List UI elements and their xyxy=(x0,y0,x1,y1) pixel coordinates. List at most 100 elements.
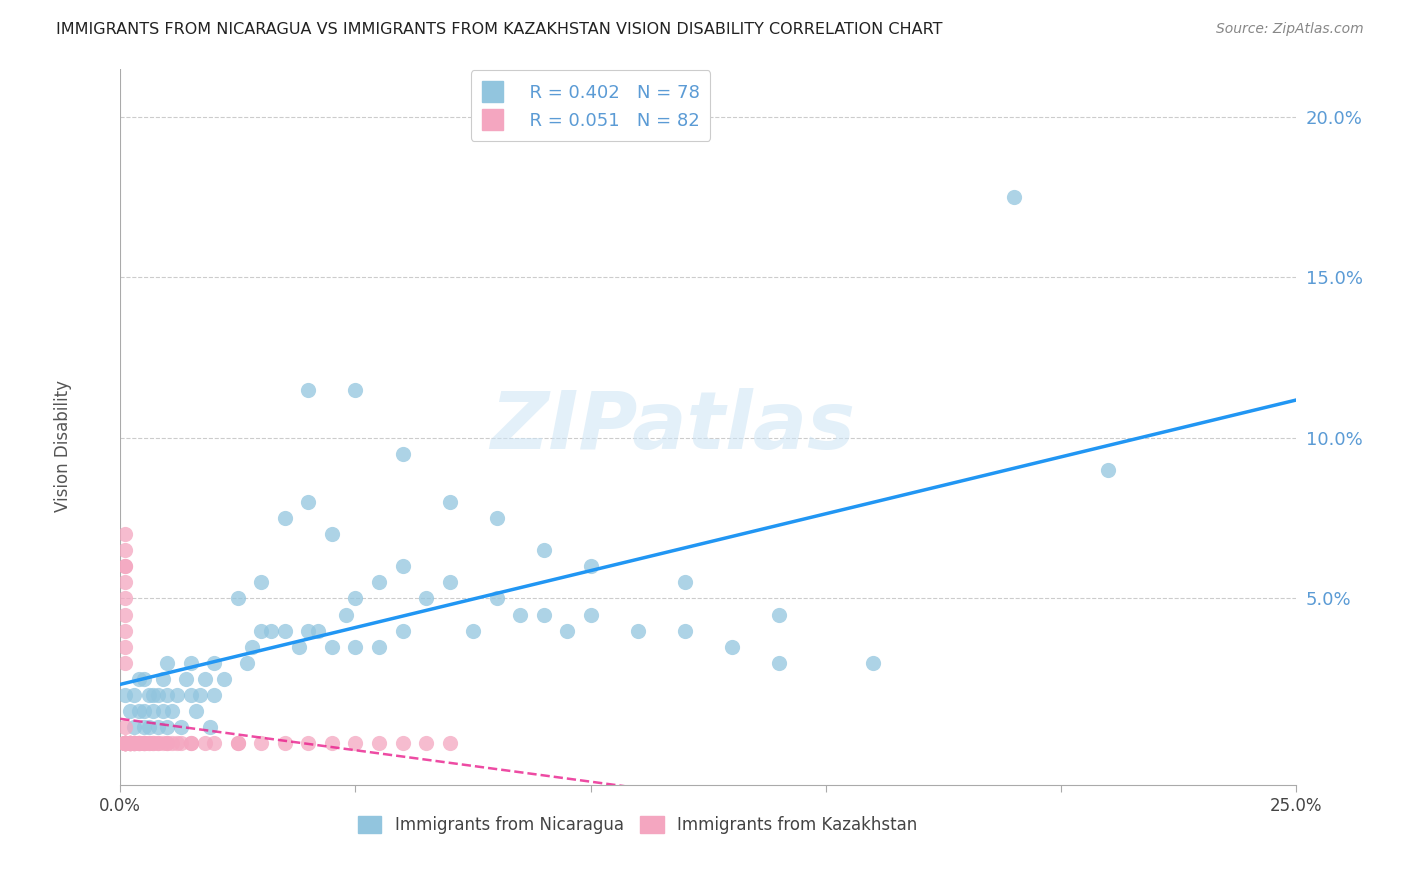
Point xyxy=(124,720,146,734)
Point xyxy=(152,672,174,686)
Point xyxy=(114,656,136,670)
Point xyxy=(415,736,437,750)
Point xyxy=(194,736,217,750)
Point xyxy=(194,672,217,686)
Point xyxy=(128,672,150,686)
Text: Vision Disability: Vision Disability xyxy=(55,380,72,512)
Point xyxy=(156,656,179,670)
Point xyxy=(297,383,319,397)
Point xyxy=(114,736,136,750)
Point xyxy=(485,591,508,606)
Point xyxy=(627,624,650,638)
Point xyxy=(128,736,150,750)
Point xyxy=(368,640,391,654)
Point xyxy=(114,736,136,750)
Point xyxy=(307,624,329,638)
Point xyxy=(579,559,602,574)
Point xyxy=(673,575,696,590)
Point xyxy=(152,736,174,750)
Point xyxy=(132,720,155,734)
Text: IMMIGRANTS FROM NICARAGUA VS IMMIGRANTS FROM KAZAKHSTAN VISION DISABILITY CORREL: IMMIGRANTS FROM NICARAGUA VS IMMIGRANTS … xyxy=(56,22,943,37)
Point xyxy=(180,688,202,702)
Point xyxy=(114,736,136,750)
Point xyxy=(114,559,136,574)
Point xyxy=(673,624,696,638)
Point xyxy=(415,591,437,606)
Point xyxy=(212,672,235,686)
Point xyxy=(114,736,136,750)
Point xyxy=(485,511,508,525)
Point xyxy=(198,720,221,734)
Point xyxy=(461,624,484,638)
Point xyxy=(114,607,136,622)
Point xyxy=(344,736,367,750)
Point xyxy=(202,656,225,670)
Point xyxy=(118,736,141,750)
Point xyxy=(768,656,790,670)
Point xyxy=(114,591,136,606)
Point xyxy=(132,736,155,750)
Point xyxy=(156,736,179,750)
Point xyxy=(226,736,249,750)
Point xyxy=(274,624,297,638)
Point xyxy=(118,736,141,750)
Point xyxy=(114,736,136,750)
Point xyxy=(720,640,742,654)
Point xyxy=(124,688,146,702)
Point xyxy=(439,495,461,509)
Point xyxy=(146,736,169,750)
Point xyxy=(124,736,146,750)
Point xyxy=(297,624,319,638)
Text: ZIPatlas: ZIPatlas xyxy=(491,388,855,466)
Point xyxy=(1002,190,1025,204)
Point xyxy=(142,736,165,750)
Point xyxy=(114,736,136,750)
Point xyxy=(138,688,160,702)
Point xyxy=(114,736,136,750)
Point xyxy=(118,736,141,750)
Point xyxy=(114,640,136,654)
Point xyxy=(391,447,413,461)
Point xyxy=(146,736,169,750)
Point xyxy=(114,736,136,750)
Point xyxy=(174,672,197,686)
Point xyxy=(250,736,273,750)
Point xyxy=(128,736,150,750)
Point xyxy=(146,688,169,702)
Point xyxy=(188,688,211,702)
Point xyxy=(124,736,146,750)
Point xyxy=(118,704,141,718)
Point xyxy=(166,688,188,702)
Point xyxy=(180,736,202,750)
Point xyxy=(114,688,136,702)
Point xyxy=(170,720,193,734)
Point xyxy=(114,736,136,750)
Point xyxy=(288,640,311,654)
Point xyxy=(138,736,160,750)
Point xyxy=(124,736,146,750)
Point xyxy=(146,720,169,734)
Point xyxy=(368,736,391,750)
Point xyxy=(226,736,249,750)
Point xyxy=(170,736,193,750)
Point xyxy=(118,736,141,750)
Point xyxy=(124,736,146,750)
Point xyxy=(118,736,141,750)
Point xyxy=(132,736,155,750)
Point xyxy=(114,559,136,574)
Point xyxy=(274,736,297,750)
Point xyxy=(124,736,146,750)
Point xyxy=(240,640,263,654)
Point xyxy=(321,640,343,654)
Point xyxy=(118,736,141,750)
Point xyxy=(160,736,183,750)
Point xyxy=(114,736,136,750)
Point xyxy=(124,736,146,750)
Point xyxy=(391,736,413,750)
Point xyxy=(509,607,531,622)
Point xyxy=(1097,463,1119,477)
Point xyxy=(152,704,174,718)
Point xyxy=(344,591,367,606)
Point xyxy=(184,704,207,718)
Point xyxy=(114,736,136,750)
